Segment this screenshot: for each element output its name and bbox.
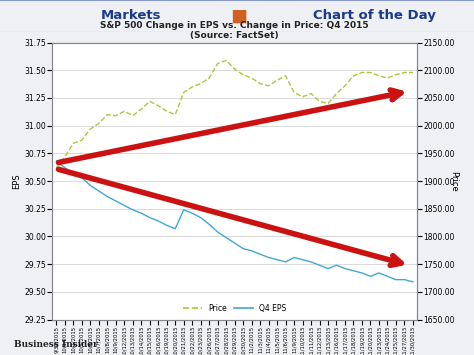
Price [232,67,237,71]
Q4 EPS [291,255,297,260]
Q4 EPS [334,263,339,267]
Price [54,166,59,170]
Price [410,70,416,75]
Q4 EPS [368,274,374,278]
Q4 EPS [88,183,93,187]
Price [274,78,280,82]
Q4 EPS [206,222,212,226]
Price [240,72,246,77]
Price [104,113,110,117]
Q4 EPS [147,215,153,220]
Price [334,92,339,96]
Price [384,76,390,80]
Price [181,90,187,94]
Q4 EPS [410,280,416,284]
Line: Q4 EPS: Q4 EPS [56,161,413,282]
Q4 EPS [266,255,272,260]
Price [223,58,229,62]
Price [206,76,212,80]
Q4 EPS [164,223,170,228]
Q4 EPS [376,271,382,275]
Q4 EPS [359,271,365,275]
Q4 EPS [198,215,203,220]
Price [215,61,220,66]
Q4 EPS [96,189,101,193]
Q4 EPS [308,260,314,264]
Q4 EPS [232,241,237,245]
Q4 EPS [215,230,220,234]
Legend: Price, Q4 EPS: Price, Q4 EPS [180,301,290,316]
Text: Markets: Markets [100,10,161,22]
Price [71,141,76,146]
Q4 EPS [104,195,110,199]
Q4 EPS [155,219,161,223]
Q4 EPS [62,166,68,170]
Q4 EPS [223,235,229,240]
Price [249,76,255,80]
Price [291,90,297,94]
Q4 EPS [317,263,322,267]
Price [147,99,153,103]
Price [376,74,382,78]
Q4 EPS [257,252,263,256]
Line: Price: Price [56,60,413,168]
Title: S&P 500 Change in EPS vs. Change in Price: Q4 2015
(Source: FactSet): S&P 500 Change in EPS vs. Change in Pric… [100,21,369,40]
Q4 EPS [189,211,195,215]
Price [121,109,127,113]
Price [164,109,170,113]
Price [283,74,288,78]
Price [266,84,272,88]
Q4 EPS [54,159,59,163]
Q4 EPS [121,203,127,208]
Price [173,113,178,117]
Q4 EPS [325,266,331,271]
Price [130,114,136,118]
Price [317,99,322,103]
Price [138,107,144,111]
Price [300,95,305,99]
Q4 EPS [138,211,144,215]
Text: Chart of the Day: Chart of the Day [313,10,436,22]
Y-axis label: EPS: EPS [12,173,21,189]
Price [79,138,85,142]
Price [96,121,101,126]
Y-axis label: Price: Price [449,171,458,191]
Price [351,74,356,78]
Q4 EPS [181,208,187,212]
Text: Business Insider: Business Insider [14,340,98,349]
Price [113,114,118,118]
Price [342,84,348,88]
Price [325,102,331,106]
Price [393,72,399,77]
Price [359,70,365,75]
Price [189,85,195,89]
Price [401,70,407,75]
Text: ▐█: ▐█ [228,9,246,23]
Q4 EPS [342,266,348,271]
Price [155,104,161,108]
Q4 EPS [384,274,390,278]
Price [368,70,374,75]
Q4 EPS [113,199,118,203]
Q4 EPS [283,260,288,264]
Price [198,81,203,86]
Q4 EPS [173,226,178,231]
Price [257,81,263,86]
Price [88,127,93,131]
Q4 EPS [393,278,399,282]
Q4 EPS [300,258,305,262]
Q4 EPS [351,269,356,273]
Q4 EPS [249,249,255,253]
Q4 EPS [401,278,407,282]
Q4 EPS [240,246,246,251]
Q4 EPS [79,176,85,180]
Q4 EPS [274,258,280,262]
Price [308,92,314,96]
Price [62,154,68,159]
Q4 EPS [130,208,136,212]
Q4 EPS [71,171,76,175]
